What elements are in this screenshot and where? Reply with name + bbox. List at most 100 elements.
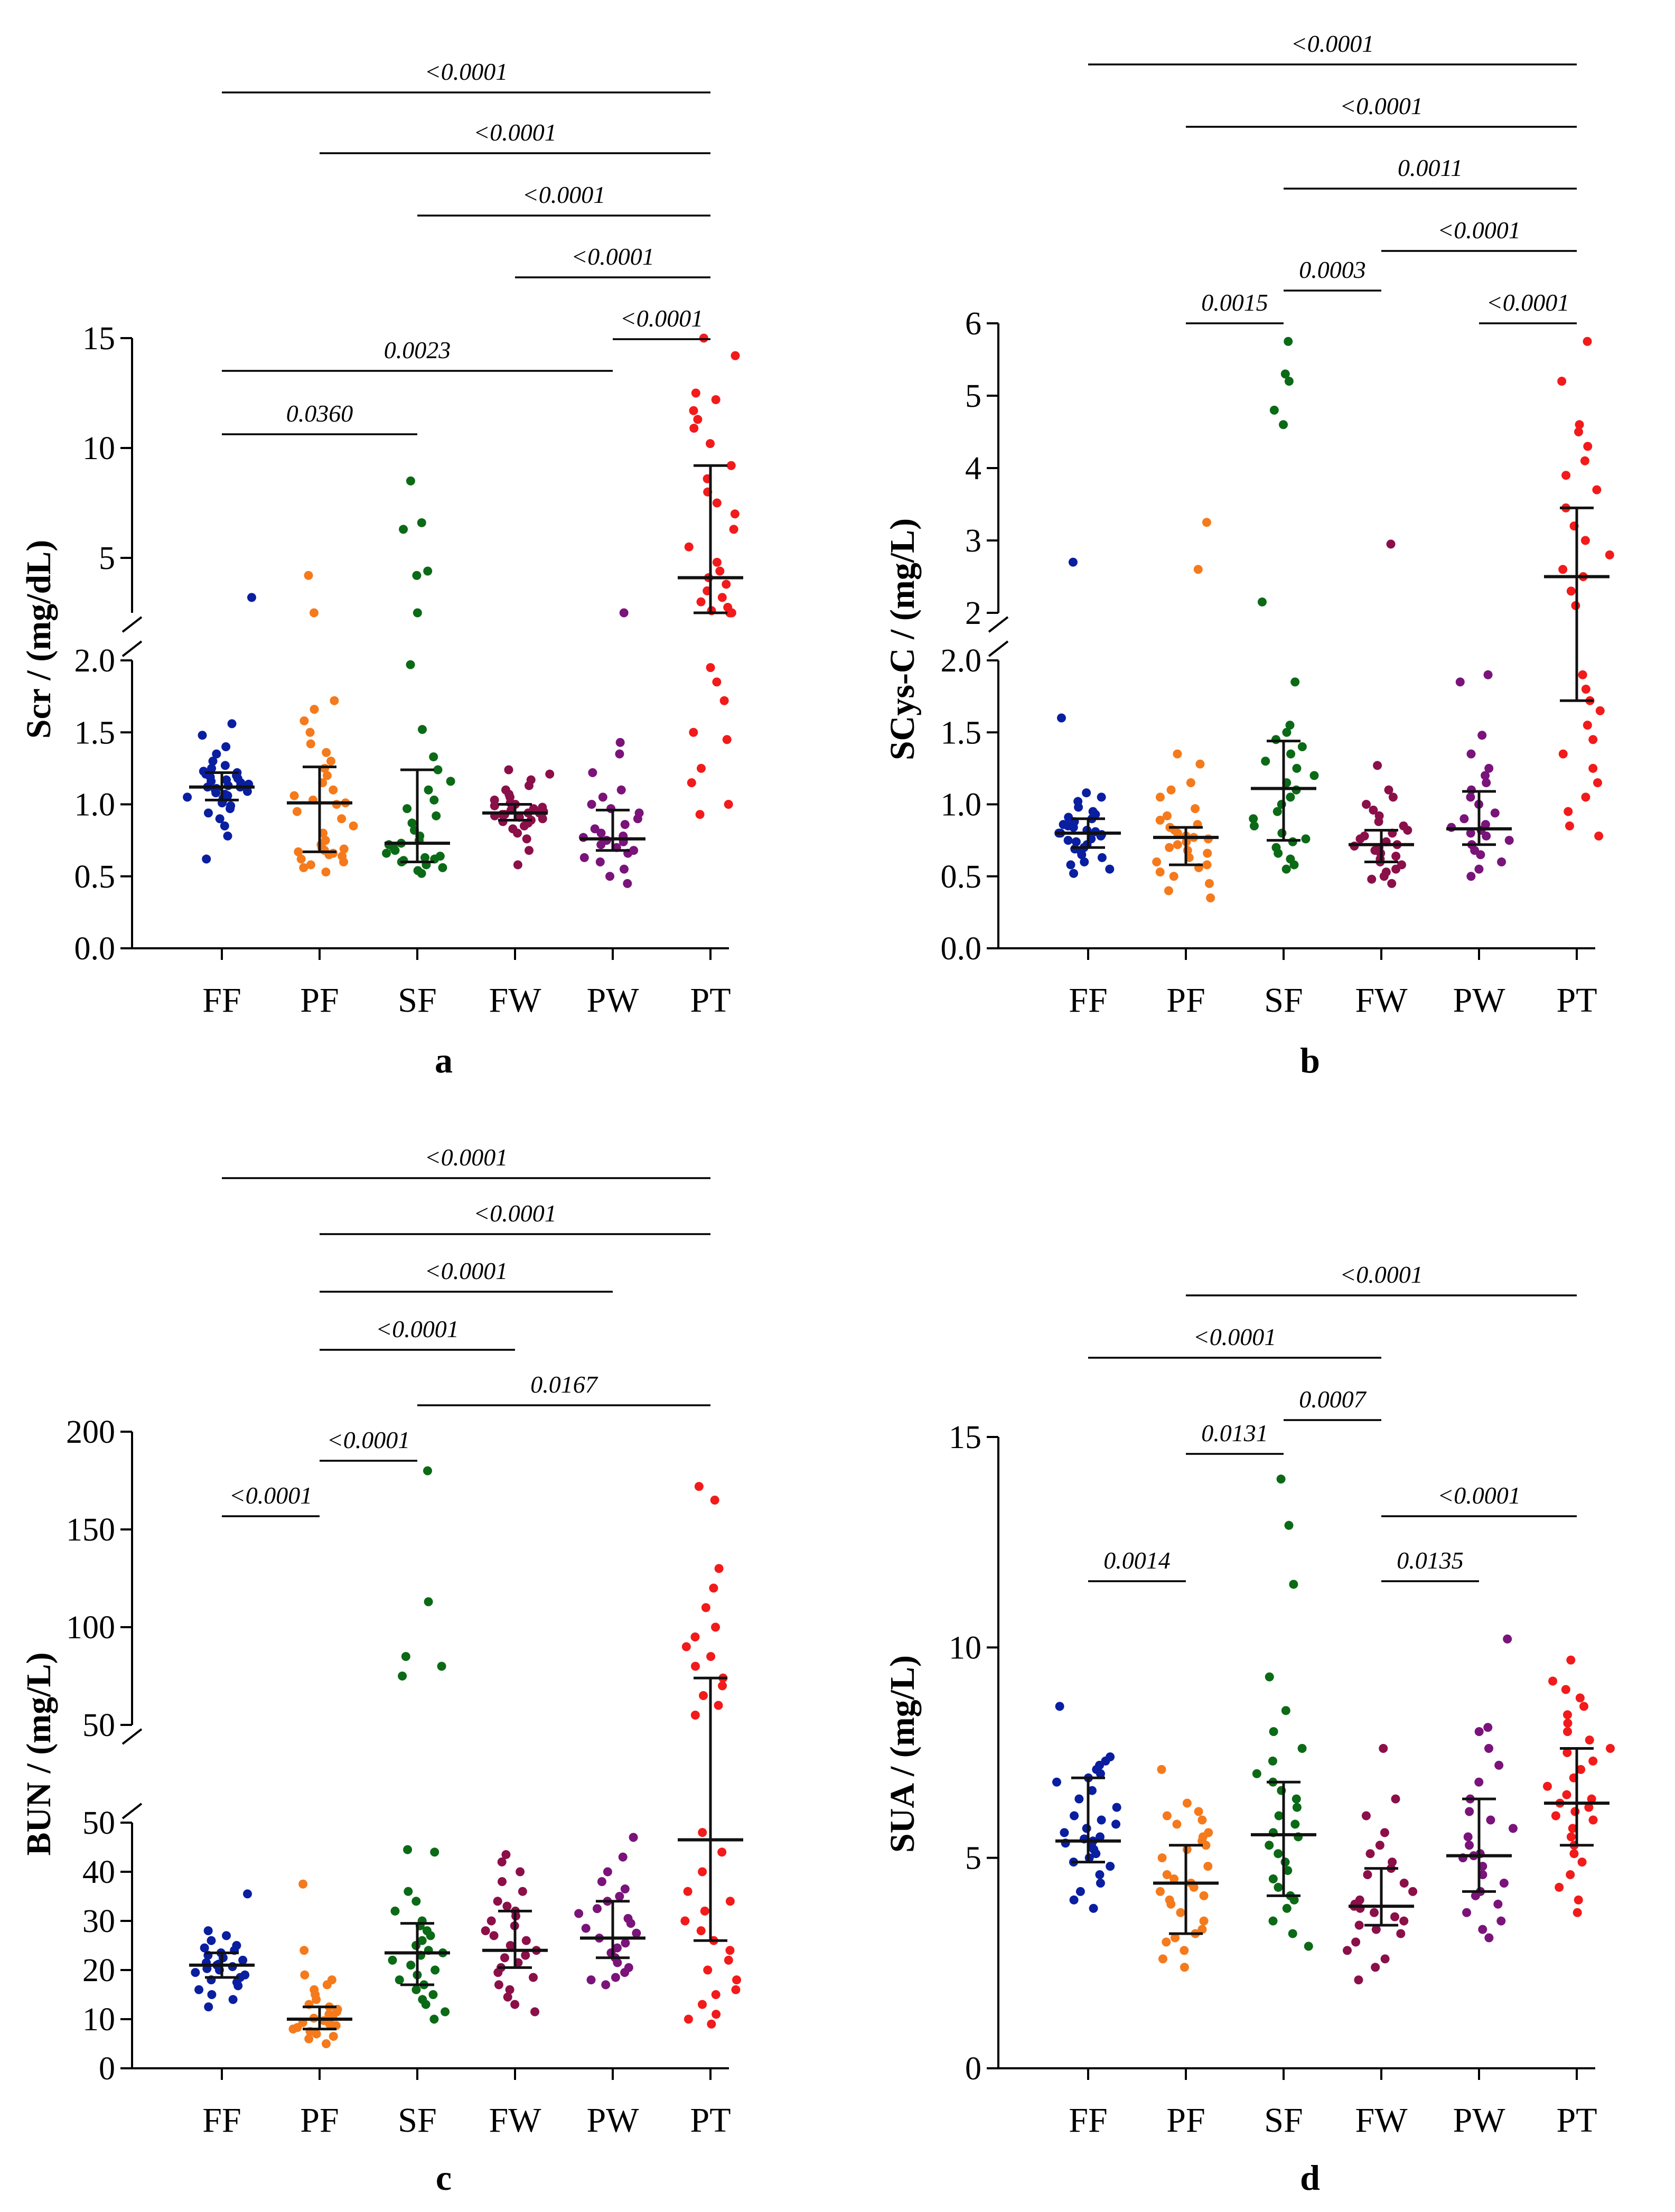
data-point	[1565, 821, 1574, 830]
group-points-fw	[482, 765, 555, 870]
data-point	[1379, 1744, 1388, 1753]
data-point	[1580, 456, 1589, 465]
chart-panel-c: 0 10 20 30 40 50 50 100 150 200 FF PF SF FW PW PT BUN / …	[20, 1144, 743, 2198]
data-point	[1566, 1832, 1576, 1842]
data-point	[1503, 1634, 1512, 1644]
data-point	[298, 1879, 308, 1889]
data-point	[1162, 1937, 1171, 1947]
data-point	[1370, 1908, 1379, 1917]
data-point	[1474, 864, 1484, 874]
data-point	[1388, 1858, 1397, 1867]
group-points-sf	[1251, 1474, 1316, 1951]
data-point	[1162, 1811, 1172, 1821]
data-point	[324, 2010, 334, 2019]
data-point	[699, 333, 708, 343]
data-point	[623, 879, 632, 888]
axis-break-mark	[121, 1728, 143, 1745]
y-tick-label: 0	[965, 2051, 981, 2087]
data-point	[595, 857, 605, 866]
data-point	[696, 1926, 706, 1936]
data-point	[395, 1975, 404, 1985]
group-points-ff	[1052, 1702, 1121, 1913]
y-tick-label: 15	[82, 321, 115, 357]
data-point	[227, 719, 237, 729]
data-point	[300, 1970, 310, 1980]
data-point	[199, 767, 208, 776]
data-point	[731, 351, 740, 360]
data-point	[698, 1867, 707, 1877]
data-point	[696, 597, 706, 606]
data-point	[1362, 800, 1371, 809]
data-point	[200, 1943, 209, 1953]
data-point	[1280, 369, 1290, 379]
data-point	[1351, 1937, 1361, 1947]
data-point	[349, 821, 358, 830]
y-tick-label: 100	[66, 1610, 115, 1646]
axis-break-mark	[121, 616, 143, 633]
data-point	[1157, 1853, 1167, 1863]
data-point	[1164, 886, 1173, 895]
data-point	[339, 844, 349, 854]
data-point	[240, 1970, 250, 1980]
data-point	[1595, 706, 1605, 715]
data-point	[494, 1980, 503, 1990]
data-point	[1197, 1815, 1207, 1825]
data-point	[1304, 1942, 1313, 1951]
data-point	[1186, 778, 1195, 788]
data-point	[1204, 1828, 1213, 1837]
data-point	[1292, 763, 1302, 773]
x-category-label: FF	[1069, 981, 1107, 1020]
p-value-label: <0.0001	[1340, 92, 1423, 119]
data-point	[1292, 1803, 1302, 1812]
data-point	[1197, 1925, 1207, 1934]
data-point	[1386, 539, 1396, 549]
group-points-fw	[1349, 539, 1414, 888]
data-point	[299, 863, 308, 872]
data-point	[1074, 1794, 1084, 1804]
data-point	[321, 836, 330, 845]
data-point	[329, 848, 338, 858]
data-point	[1584, 1803, 1594, 1812]
data-point	[1269, 405, 1279, 415]
data-point	[1569, 1849, 1579, 1859]
data-point	[1573, 1908, 1582, 1917]
data-point	[1474, 1727, 1484, 1737]
data-point	[1279, 420, 1288, 430]
data-point	[1249, 814, 1258, 824]
data-point	[1371, 1925, 1381, 1934]
data-point	[1088, 807, 1098, 816]
data-point	[1080, 857, 1089, 866]
data-point	[1484, 1933, 1494, 1943]
group-points-fw	[1343, 1744, 1418, 1985]
x-category-label: PF	[1166, 2101, 1205, 2140]
group-points-pt	[1544, 337, 1614, 841]
data-point	[1486, 1815, 1495, 1825]
data-point	[1069, 1895, 1079, 1905]
data-point	[506, 1941, 515, 1950]
y-axis-title: BUN / (mg/L)	[20, 1653, 58, 1856]
data-point	[629, 1833, 638, 1842]
data-point	[399, 856, 408, 865]
data-point	[220, 761, 230, 770]
data-point	[579, 853, 589, 862]
data-point	[1481, 771, 1490, 780]
y-tick-label: 10	[949, 1630, 981, 1666]
data-point	[403, 1845, 413, 1854]
data-point	[624, 1963, 633, 1972]
data-point	[1157, 1765, 1166, 1774]
data-point	[1274, 1849, 1283, 1859]
data-point	[1289, 1580, 1298, 1589]
data-point	[417, 518, 426, 527]
y-tick-label: 50	[82, 1707, 115, 1743]
data-point	[1397, 860, 1406, 870]
p-value-label: <0.0001	[620, 305, 704, 332]
data-point	[398, 1672, 407, 1681]
data-point	[441, 2007, 450, 2017]
data-point	[437, 1662, 446, 1671]
data-point	[1173, 840, 1182, 850]
data-point	[634, 808, 644, 818]
data-point	[327, 1975, 336, 1985]
data-point	[729, 525, 738, 534]
data-point	[587, 800, 596, 809]
data-point	[300, 1946, 309, 1955]
